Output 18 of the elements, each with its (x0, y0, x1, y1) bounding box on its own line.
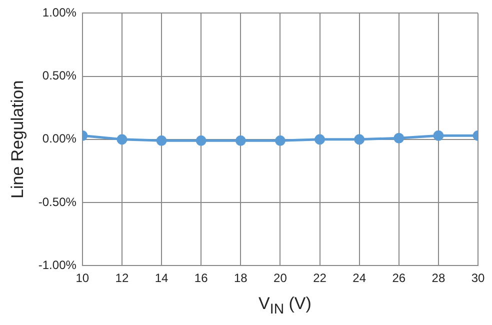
y-tick-label: 1.00% (42, 6, 77, 20)
x-tick-label: 12 (115, 271, 129, 286)
y-tick-label: 0.00% (42, 132, 77, 146)
y-axis-title: Line Regulation (8, 80, 27, 198)
x-tick-label: 20 (274, 271, 288, 286)
x-tick-label: 16 (194, 271, 208, 286)
x-tick-label: 28 (432, 271, 446, 286)
x-tick-label: 22 (313, 271, 327, 286)
y-tick-label: -1.00% (38, 258, 77, 272)
y-tick-label: -0.50% (38, 194, 77, 209)
y-tick-label: 0.50% (42, 68, 77, 83)
x-tick-label: 30 (471, 271, 485, 286)
x-tick-label: 18 (234, 271, 248, 286)
x-tick-label: 14 (154, 271, 169, 286)
x-tick-label: 26 (392, 271, 406, 286)
x-tick-label: 24 (352, 271, 366, 286)
x-axis-title: V$_{IN}$ (V) (258, 294, 312, 318)
x-tick-label: 10 (76, 271, 90, 286)
